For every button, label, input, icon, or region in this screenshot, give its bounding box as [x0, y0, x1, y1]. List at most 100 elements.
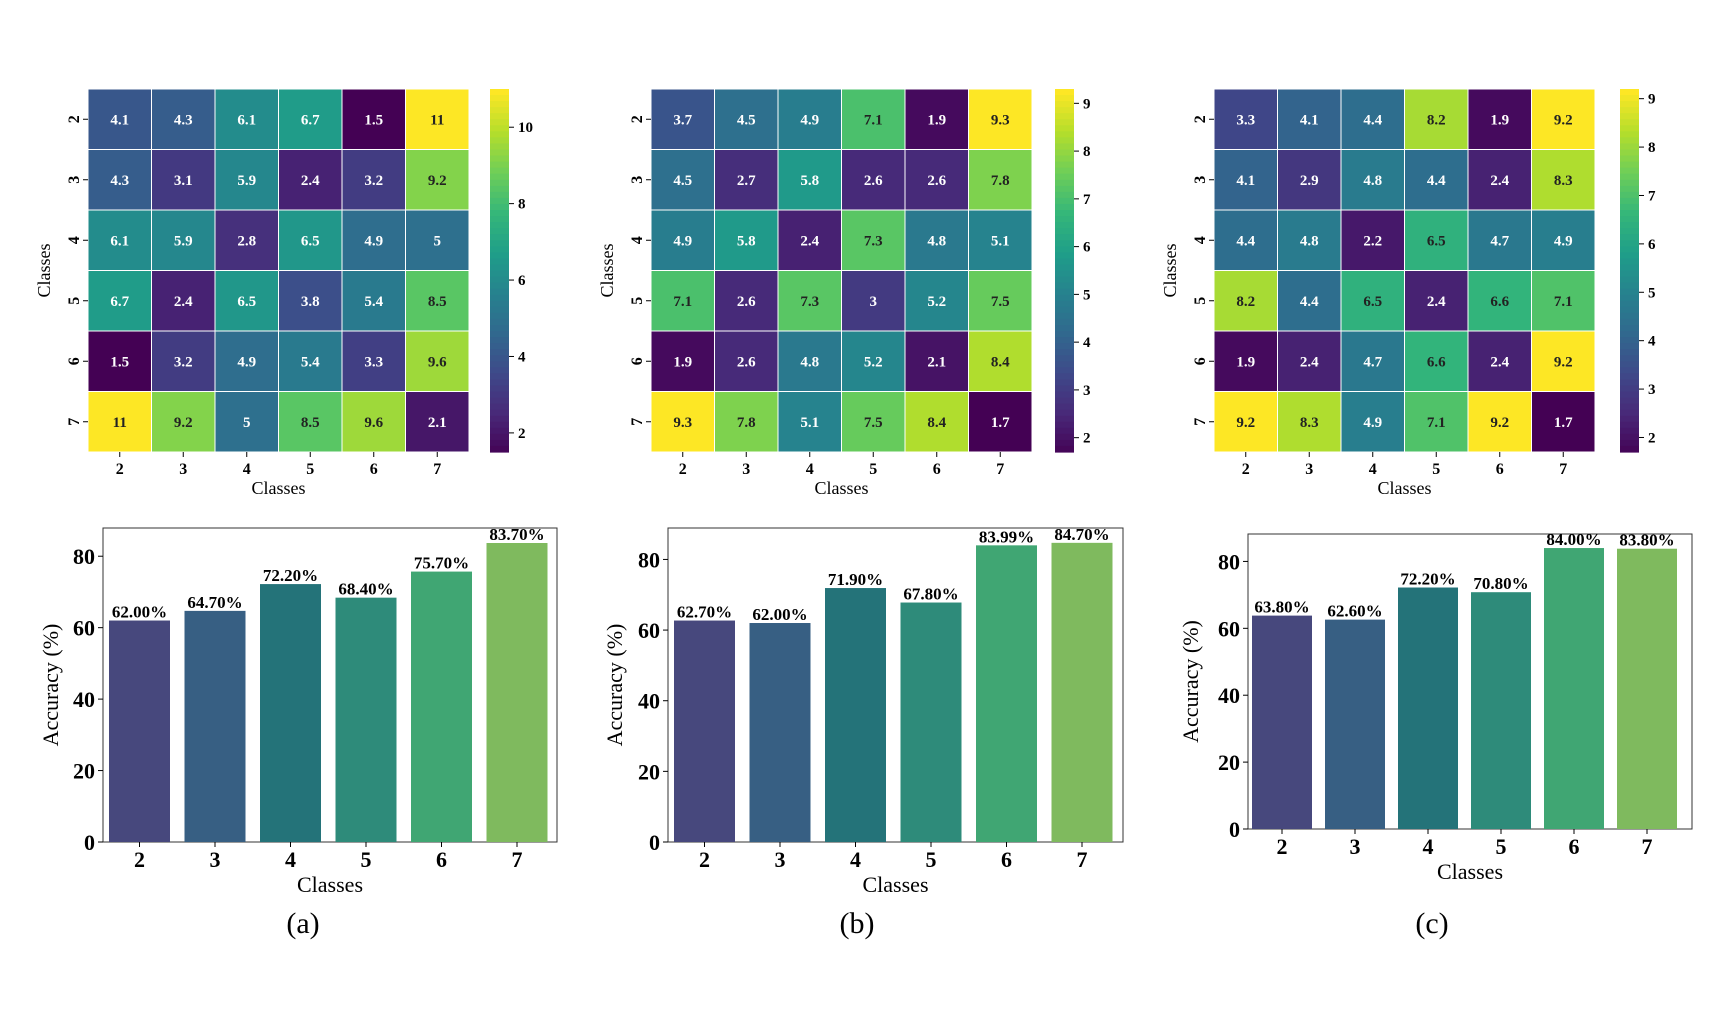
colorbar-segment	[1620, 179, 1639, 187]
heatmap-cell-label: 4.9	[364, 233, 383, 249]
colorbar-segment	[490, 234, 509, 241]
colorbar-segment	[1055, 210, 1074, 217]
heatmap-cell	[214, 88, 279, 150]
x-tick-label: 5	[926, 847, 937, 872]
colorbar-segment	[1620, 337, 1639, 344]
colorbar-segment	[490, 439, 509, 447]
x-tick-label: 5	[306, 461, 314, 478]
heatmap-cell-label: 2.4	[1300, 354, 1319, 370]
colorbar-segment	[1055, 197, 1074, 205]
y-tick-label: 6	[629, 357, 646, 365]
colorbar-segment	[490, 149, 509, 157]
heatmap-cell-label: 9.2	[1236, 415, 1255, 431]
heatmap-cell-label: 4.9	[800, 112, 819, 128]
y-tick-label: 0	[1229, 817, 1240, 842]
colorbar-tick-label: 2	[1648, 430, 1656, 446]
heatmap-cell-label: 3.8	[301, 294, 320, 310]
colorbar-segment	[1055, 361, 1074, 368]
x-tick-label: 4	[1369, 461, 1377, 478]
heatmap-b: 3.7 4.5 4.9 7.1 1.9 9.3 4.5 2.7 5.8 2.6 2.6 7.8 4.9 5…	[597, 88, 1091, 498]
bar-value-label: 72.20%	[263, 566, 318, 585]
heatmap-cell	[841, 149, 906, 211]
x-tick-label: 7	[512, 847, 523, 872]
bar-value-label: 62.00%	[752, 605, 807, 624]
colorbar-segment	[490, 391, 509, 399]
heatmap-cell	[1404, 149, 1469, 211]
heatmap-cell-label: 2.4	[800, 233, 819, 249]
heatmap-cell	[650, 330, 715, 392]
colorbar-segment	[1055, 185, 1074, 193]
x-axis-label: Classes	[252, 478, 306, 498]
heatmap-cell-label: 2.4	[301, 173, 320, 189]
heatmap-cell-label: 4.1	[1300, 112, 1319, 128]
bar-chart-b: 62.70% 2 62.00% 3 71.90% 4 67.80% 5 83.99% 6 84.70…	[602, 525, 1124, 897]
heatmap-cell-label: 1.9	[927, 112, 946, 128]
heatmap-cell-label: 4.4	[1363, 112, 1382, 128]
heatmap-cell-label: 6.1	[110, 233, 129, 249]
x-tick-label: 5	[1496, 834, 1507, 859]
heatmap-cell	[968, 209, 1033, 271]
heatmap-cell	[1277, 88, 1342, 150]
heatmap-cell	[151, 209, 216, 271]
heatmap-cell-label: 8.3	[1554, 173, 1573, 189]
heatmap-cell-label: 4.4	[1300, 294, 1319, 310]
colorbar-segment	[490, 337, 509, 344]
heatmap-cell	[1531, 270, 1596, 332]
heatmap-cell-label: 2.4	[1490, 173, 1509, 189]
y-tick-label: 80	[73, 544, 95, 569]
heatmap-cell-label: 4.5	[673, 173, 692, 189]
colorbar-segment	[490, 343, 509, 350]
heatmap-cell-label: 8.5	[428, 294, 447, 310]
colorbar-segment	[1055, 125, 1074, 132]
y-axis-label: Accuracy (%)	[1178, 620, 1203, 743]
colorbar-segment	[1620, 439, 1639, 447]
x-tick-label: 6	[370, 461, 378, 478]
y-tick-label: 5	[1192, 297, 1209, 305]
x-tick-label: 3	[775, 847, 786, 872]
x-tick-label: 7	[1077, 847, 1088, 872]
colorbar-segment	[1055, 113, 1074, 120]
y-tick-label: 3	[1192, 176, 1209, 184]
y-tick-label: 40	[638, 689, 660, 714]
colorbar-segment	[1055, 270, 1074, 278]
colorbar-segment	[490, 300, 509, 308]
colorbar-segment	[1620, 113, 1639, 120]
colorbar-segment	[1055, 349, 1074, 356]
y-tick-label: 6	[1192, 357, 1209, 365]
heatmap-cell-label: 4.9	[673, 233, 692, 249]
colorbar-tick-label: 3	[1083, 383, 1091, 399]
y-axis-label: Classes	[1160, 244, 1180, 298]
colorbar-segment	[1620, 324, 1639, 332]
heatmap-cell-label: 3.3	[364, 354, 383, 370]
colorbar-segment	[1620, 403, 1639, 411]
heatmap-cell-label: 2.2	[1363, 233, 1382, 249]
heatmap-cell-label: 8.3	[1300, 415, 1319, 431]
y-tick-label: 0	[84, 830, 95, 855]
heatmap-cell	[968, 88, 1033, 150]
heatmap-cell	[777, 209, 842, 271]
colorbar-segment	[490, 433, 509, 441]
colorbar-segment	[1620, 173, 1639, 181]
heatmap-cell-label: 3.3	[1236, 112, 1255, 128]
x-tick-label: 4	[850, 847, 861, 872]
colorbar-segment	[1055, 246, 1074, 253]
colorbar-segment	[1055, 252, 1074, 259]
bar	[1544, 548, 1604, 829]
heatmap-cell	[405, 330, 470, 392]
colorbar-segment	[1055, 234, 1074, 241]
colorbar-segment	[490, 288, 509, 296]
colorbar-tick-label: 6	[1083, 240, 1091, 256]
colorbar-segment	[1620, 288, 1639, 296]
y-axis-label: Classes	[597, 244, 617, 298]
heatmap-cell-label: 4.1	[110, 112, 129, 128]
heatmap-cell	[87, 391, 152, 453]
colorbar-segment	[1620, 137, 1639, 145]
heatmap-cell-label: 3.1	[174, 173, 193, 189]
colorbar-segment	[490, 89, 509, 96]
y-tick-label: 80	[638, 547, 660, 572]
heatmap-cell	[1340, 149, 1405, 211]
x-tick-label: 3	[179, 461, 187, 478]
heatmap-cell-label: 4.8	[927, 233, 946, 249]
colorbar-segment	[1620, 125, 1639, 132]
colorbar-segment	[490, 210, 509, 217]
